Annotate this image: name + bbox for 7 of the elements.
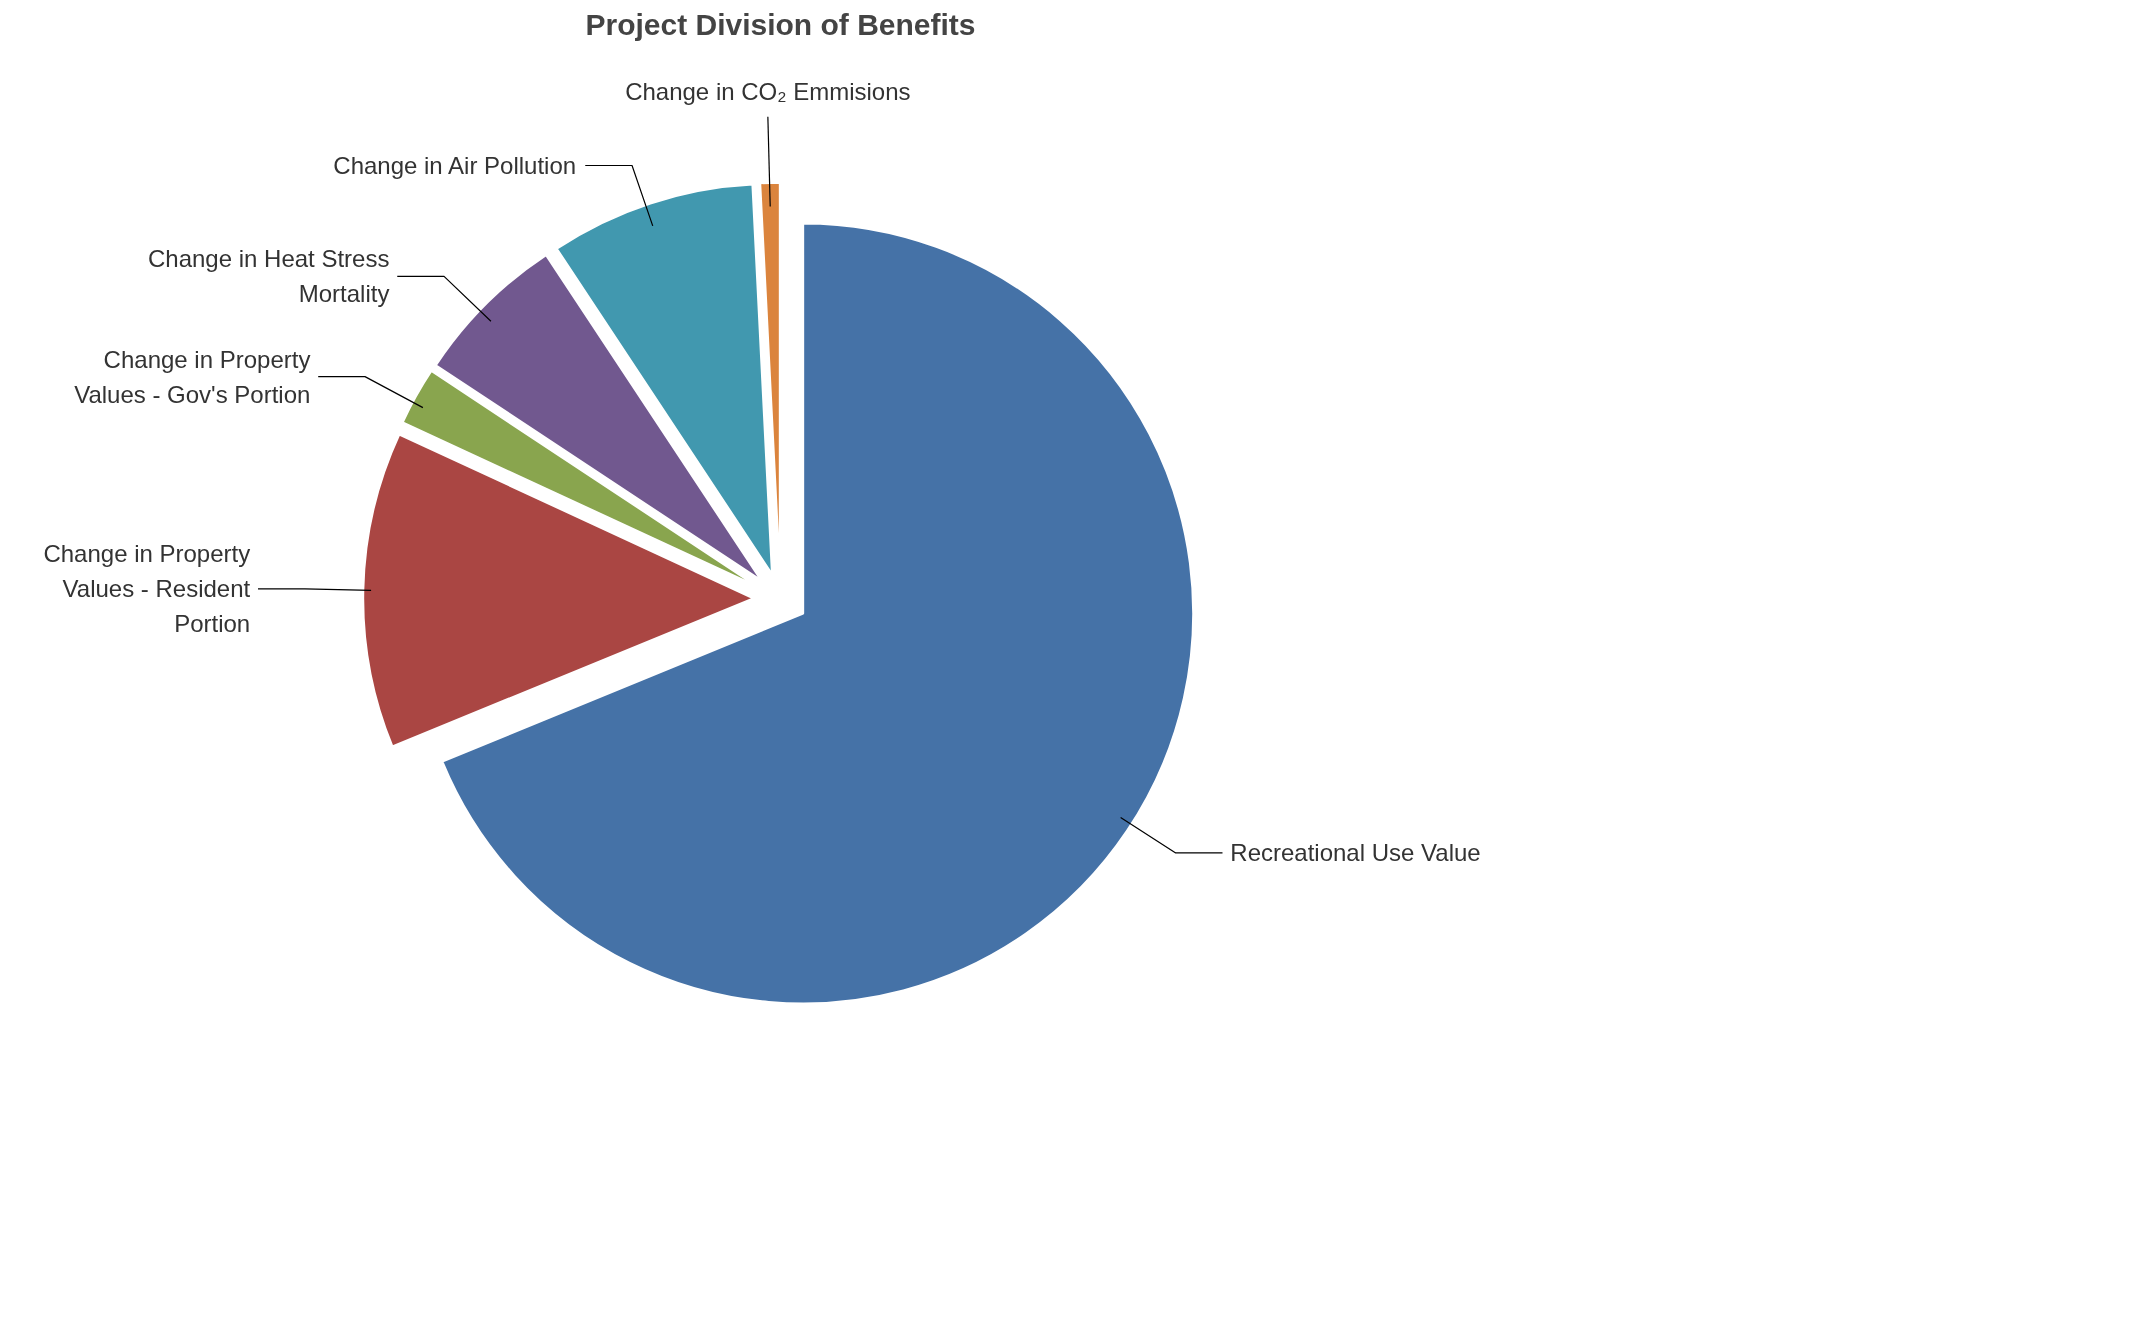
slice-label: Change in Air Pollution <box>333 151 577 179</box>
slice-label: Recreational Use Value <box>1230 839 1481 867</box>
slice-label: Change in Property Values - Gov's Portion <box>74 345 311 408</box>
slice-label: Change in Property Values - Resident Portion <box>43 540 251 638</box>
slice-label: Change in Heat Stress Mortality <box>147 245 390 308</box>
chart-title: Project Division of Benefits <box>585 7 976 41</box>
slice-label: Change in CO₂ Emmisions <box>625 78 911 106</box>
